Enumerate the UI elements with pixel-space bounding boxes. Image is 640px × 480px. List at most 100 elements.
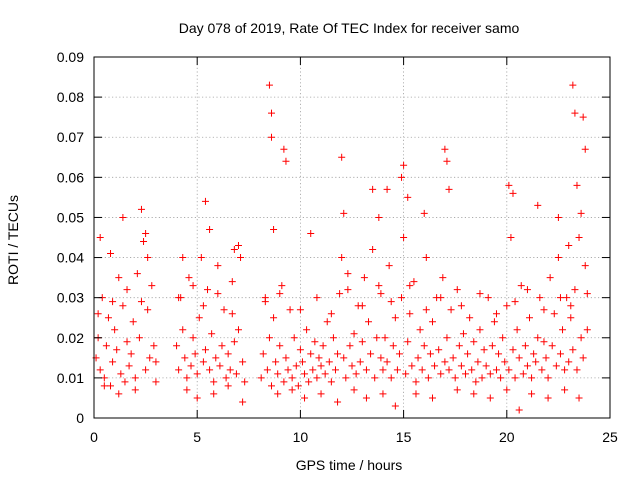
data-point <box>298 358 306 366</box>
x-tick-label: 25 <box>602 429 618 445</box>
data-point <box>179 254 187 262</box>
data-point <box>144 254 152 262</box>
data-point <box>261 298 269 306</box>
data-point <box>214 262 222 270</box>
data-point <box>338 153 346 161</box>
data-point <box>189 334 197 342</box>
data-point <box>268 382 276 390</box>
x-tick-label: 10 <box>293 429 309 445</box>
data-point <box>414 354 422 362</box>
data-point <box>387 374 395 382</box>
data-point <box>301 370 309 378</box>
data-point <box>175 294 183 302</box>
data-point <box>270 225 278 233</box>
data-point <box>464 350 472 358</box>
data-point <box>538 366 546 374</box>
data-point <box>303 326 311 334</box>
data-point <box>391 314 399 322</box>
data-point <box>230 246 238 254</box>
data-point <box>199 302 207 310</box>
data-point <box>565 242 573 250</box>
data-point <box>331 366 339 374</box>
data-point <box>565 358 573 366</box>
data-point <box>439 274 447 282</box>
x-tick-label: 5 <box>193 429 201 445</box>
data-point <box>96 234 104 241</box>
data-point <box>462 370 470 378</box>
data-point <box>133 270 141 278</box>
data-point <box>573 181 581 189</box>
data-point <box>265 334 273 342</box>
data-point <box>554 213 562 221</box>
data-point <box>313 374 321 382</box>
data-point <box>385 262 393 270</box>
data-point <box>313 294 321 302</box>
data-point <box>511 298 519 306</box>
data-point <box>234 326 242 334</box>
data-point <box>482 362 490 370</box>
data-point <box>115 274 123 282</box>
data-point <box>272 358 280 366</box>
data-point <box>398 294 406 302</box>
data-point <box>193 370 201 378</box>
data-point <box>546 274 554 282</box>
data-point <box>307 229 315 237</box>
data-point <box>107 250 115 258</box>
data-point <box>523 286 531 294</box>
data-point <box>259 350 267 358</box>
data-point <box>288 374 296 382</box>
data-point <box>292 362 300 370</box>
data-point <box>443 157 451 165</box>
data-point <box>119 302 127 310</box>
data-point <box>96 366 104 374</box>
data-point <box>377 354 385 362</box>
data-point <box>334 350 342 358</box>
data-point <box>189 282 197 290</box>
data-point <box>474 358 482 366</box>
data-point <box>408 362 416 370</box>
data-point <box>214 290 222 298</box>
data-point <box>239 358 247 366</box>
data-point <box>280 145 288 153</box>
data-point <box>428 394 436 402</box>
data-point <box>377 290 385 298</box>
data-point <box>224 350 232 358</box>
data-point <box>237 254 245 262</box>
data-point <box>437 370 445 378</box>
data-point <box>193 394 201 402</box>
data-point <box>358 302 366 310</box>
data-point <box>309 366 317 374</box>
data-point <box>311 338 319 346</box>
data-point <box>575 234 583 241</box>
y-tick-label: 0.01 <box>57 370 84 386</box>
data-point <box>441 358 449 366</box>
data-point <box>561 366 569 374</box>
data-point <box>490 318 498 326</box>
data-point <box>573 366 581 374</box>
data-point <box>393 366 401 374</box>
data-point <box>540 306 548 314</box>
data-point <box>276 342 284 350</box>
data-point <box>391 402 399 410</box>
data-point <box>410 278 418 286</box>
data-point <box>123 338 131 346</box>
data-point <box>146 354 154 362</box>
data-point <box>534 201 542 209</box>
data-point <box>257 374 265 382</box>
data-point <box>445 366 453 374</box>
data-point <box>530 350 538 358</box>
data-point <box>381 334 389 342</box>
data-point <box>519 370 527 378</box>
data-point <box>325 358 333 366</box>
data-point <box>185 274 193 282</box>
data-point <box>137 205 145 213</box>
x-tick-label: 0 <box>90 429 98 445</box>
data-point <box>515 406 523 414</box>
data-point <box>550 310 558 318</box>
data-point <box>424 374 432 382</box>
data-point <box>579 354 587 362</box>
data-point <box>228 278 236 286</box>
data-point <box>569 346 577 354</box>
data-point <box>420 342 428 350</box>
data-point <box>583 326 591 334</box>
